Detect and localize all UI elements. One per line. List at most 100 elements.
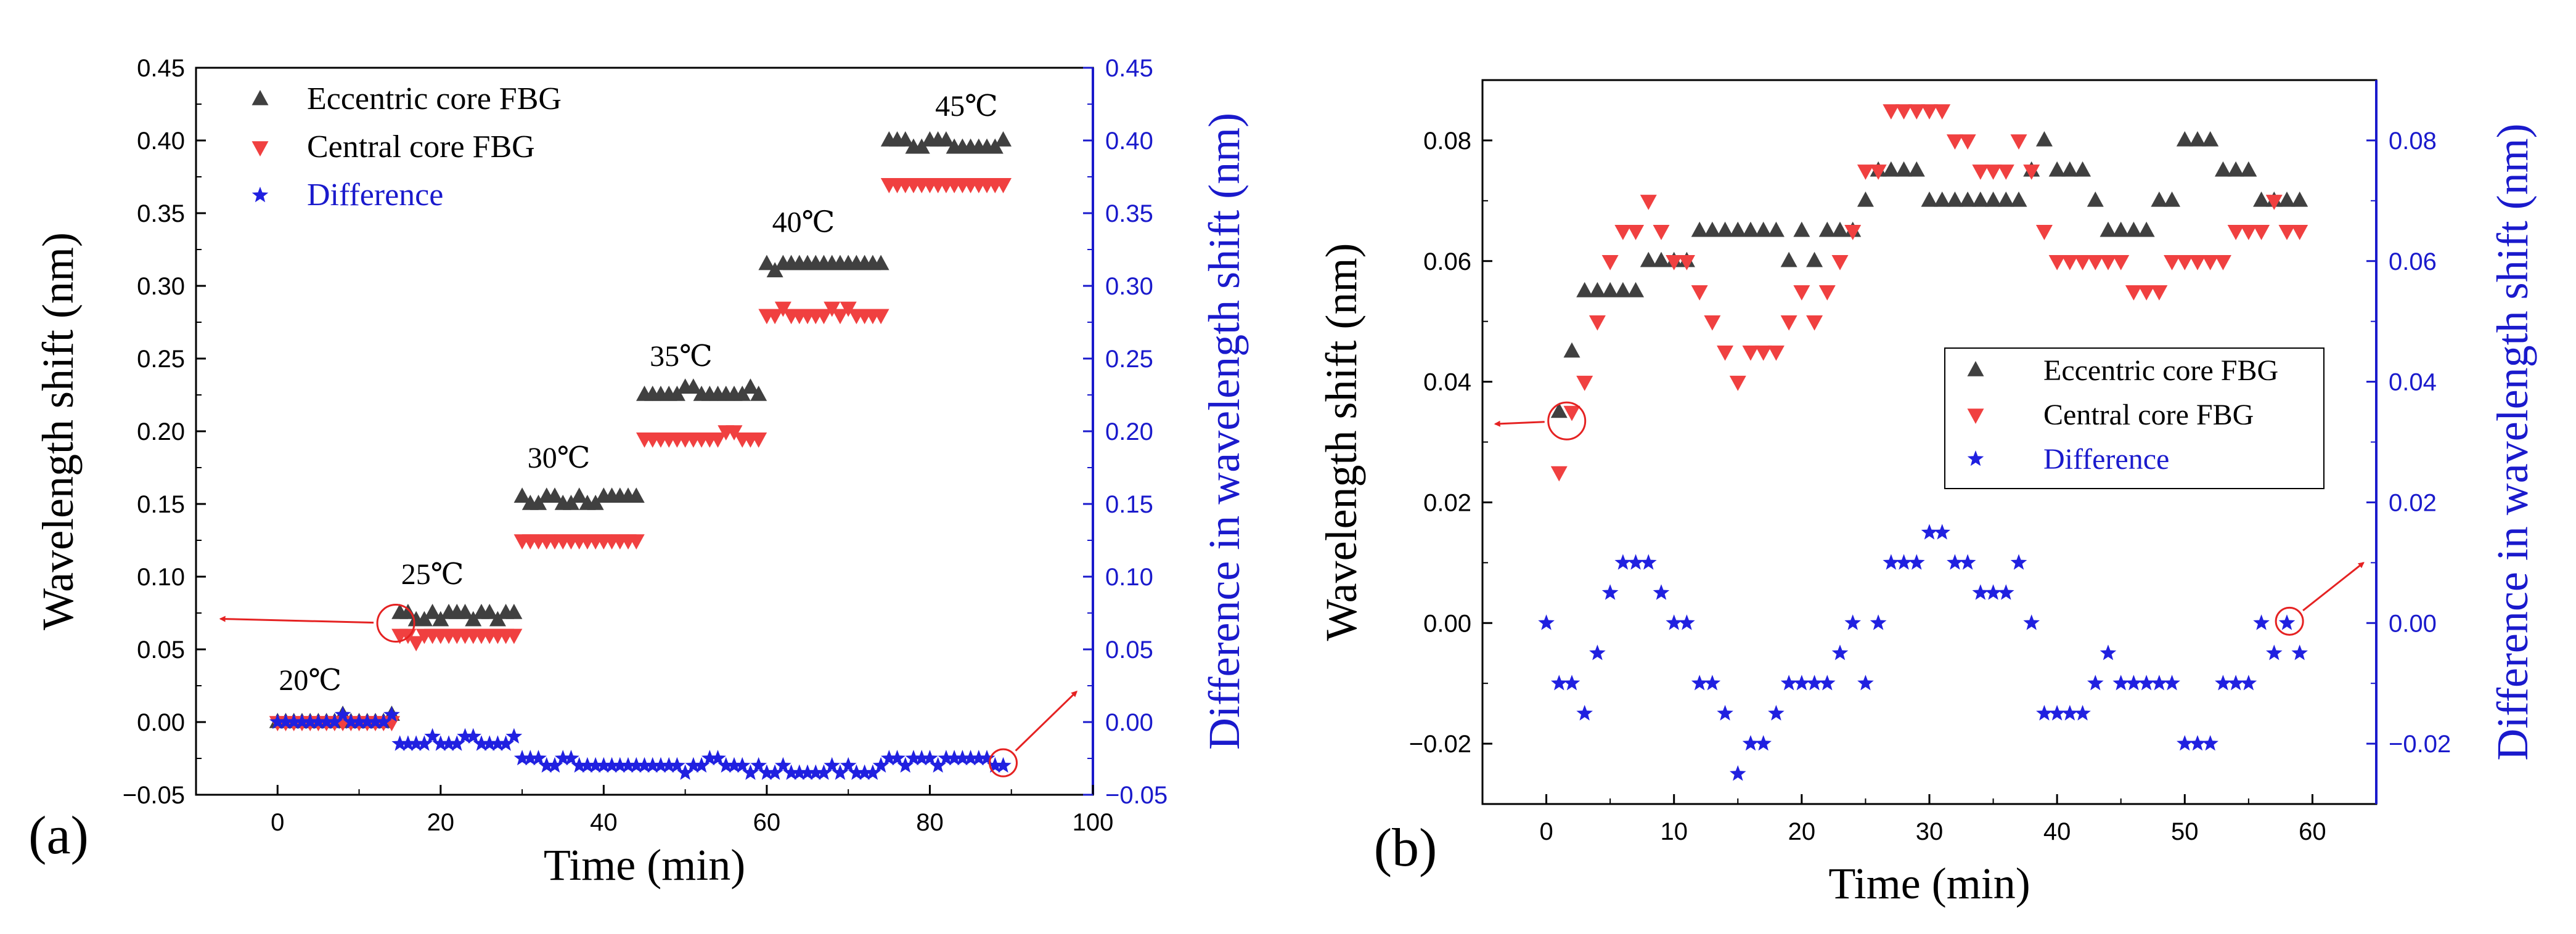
data-point xyxy=(2164,255,2181,270)
legend: Eccentric core FBG Central core FBG Differ… xyxy=(251,81,562,213)
data-point xyxy=(750,757,767,773)
data-point xyxy=(1704,675,1721,691)
x-tick-label: 20 xyxy=(427,809,455,836)
data-point xyxy=(2151,285,2168,301)
data-point xyxy=(840,301,857,317)
data-point xyxy=(1742,345,1759,361)
data-point xyxy=(1678,255,1695,270)
data-point xyxy=(611,757,629,773)
data-point xyxy=(644,757,661,773)
data-point xyxy=(2253,225,2270,240)
data-point xyxy=(889,750,906,766)
data-point xyxy=(619,757,637,773)
data-point xyxy=(685,757,702,773)
y2-tick-label: 0.20 xyxy=(1105,418,1153,445)
data-point xyxy=(2215,675,2231,691)
series-eccentric-core-fbg xyxy=(269,131,1012,728)
data-point xyxy=(1640,195,1657,210)
data-point xyxy=(310,713,327,729)
data-point xyxy=(1857,191,1874,207)
data-point xyxy=(938,131,955,147)
data-point xyxy=(546,757,563,773)
data-point xyxy=(1934,104,1951,120)
data-point xyxy=(269,713,286,729)
data-point xyxy=(808,764,824,780)
data-point xyxy=(2151,675,2168,691)
highlight-circle xyxy=(376,604,415,643)
y-tick-label: 0.00 xyxy=(137,709,185,736)
data-point xyxy=(881,750,898,766)
data-point xyxy=(856,764,873,780)
data-point xyxy=(1946,191,1963,207)
data-point xyxy=(2164,191,2181,207)
data-point xyxy=(1563,405,1580,421)
x-tick-label: 40 xyxy=(590,809,618,836)
data-point xyxy=(986,138,1004,154)
data-point xyxy=(1601,282,1619,298)
data-point xyxy=(440,735,457,751)
data-point xyxy=(1959,554,1976,570)
legend-label: Central core FBG xyxy=(307,129,535,164)
data-point xyxy=(1806,315,1823,331)
data-point xyxy=(628,757,645,773)
data-point xyxy=(1985,191,2002,207)
data-point xyxy=(1691,675,1708,691)
data-point xyxy=(995,757,1012,773)
data-point xyxy=(457,604,473,619)
data-point xyxy=(668,386,685,401)
data-point xyxy=(1818,221,1836,237)
data-point xyxy=(832,764,849,780)
data-point xyxy=(2176,131,2193,147)
data-point xyxy=(1985,164,2002,180)
data-point xyxy=(978,750,996,766)
legend-label: Central core FBG xyxy=(2043,399,2254,431)
data-point xyxy=(1895,104,1913,120)
data-point xyxy=(2214,255,2231,270)
legend-box xyxy=(1944,347,2325,489)
y2-tick-label: 0.45 xyxy=(1105,55,1153,82)
y-tick-label: −0.02 xyxy=(1409,731,1471,758)
data-point xyxy=(465,728,481,744)
series-difference xyxy=(269,706,1012,780)
data-point xyxy=(538,757,555,773)
data-point xyxy=(343,713,359,729)
data-point xyxy=(2253,614,2270,630)
data-point xyxy=(1793,285,1810,301)
data-point xyxy=(2061,705,2079,721)
arrow xyxy=(219,615,374,624)
data-point xyxy=(481,735,498,751)
legend-label: Difference xyxy=(307,177,443,213)
data-point xyxy=(2202,255,2219,270)
data-point xyxy=(2023,164,2040,180)
data-point xyxy=(1551,675,1568,691)
data-point xyxy=(424,604,441,619)
data-point xyxy=(2265,195,2283,210)
data-point xyxy=(750,432,767,448)
data-point xyxy=(399,735,417,751)
data-point xyxy=(563,750,579,766)
data-point xyxy=(962,750,979,766)
data-point xyxy=(2202,735,2218,751)
data-point xyxy=(1972,584,1989,600)
data-point xyxy=(522,750,539,766)
y2-tick-label: −0.05 xyxy=(1105,782,1167,809)
data-point xyxy=(2036,705,2053,721)
data-point xyxy=(774,301,791,317)
data-point xyxy=(872,309,889,325)
data-point xyxy=(2048,161,2066,177)
data-point xyxy=(359,713,376,729)
data-point xyxy=(1819,675,1836,691)
data-point xyxy=(816,309,832,325)
data-point xyxy=(505,728,523,744)
data-point xyxy=(913,138,930,154)
data-point xyxy=(1729,375,1746,391)
data-point xyxy=(489,611,506,627)
data-point xyxy=(1806,251,1823,267)
data-point xyxy=(677,764,693,780)
panel-b: 0 10 20 30 40 50 60 −0.02 −0.02 0.00 0.00 0.02 0.02 0… xyxy=(1317,79,2537,908)
data-point xyxy=(554,750,571,766)
arrow xyxy=(1494,420,1545,427)
data-point xyxy=(783,764,799,780)
y-tick-label: 0.25 xyxy=(137,346,185,373)
y2-tick-label: 0.08 xyxy=(2389,128,2437,155)
